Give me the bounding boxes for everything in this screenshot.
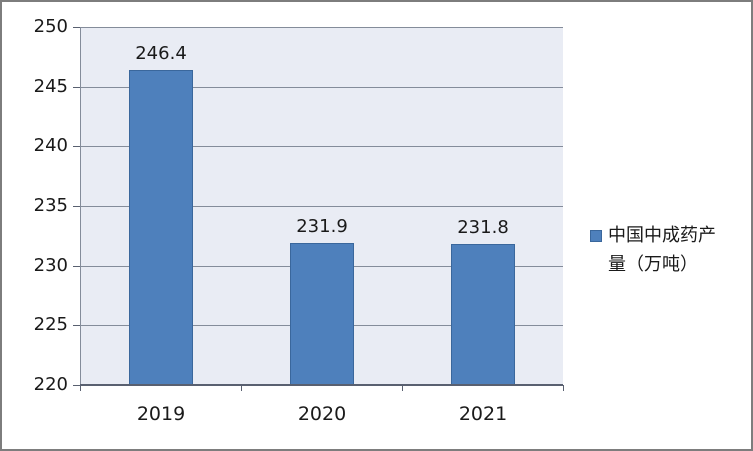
y-axis-tick — [73, 27, 80, 28]
legend-label-line1: 中国中成药产 — [608, 225, 716, 246]
x-axis-tick — [80, 385, 81, 391]
y-axis-tick — [73, 266, 80, 267]
bar-2021 — [451, 244, 515, 385]
bar-value-label: 231.8 — [457, 217, 509, 238]
legend-label: 中国中成药产 量（万吨） — [608, 221, 726, 279]
legend: 中国中成药产 量（万吨） — [590, 221, 726, 279]
bar-2020 — [290, 243, 354, 385]
y-axis-tick-label: 245 — [33, 76, 68, 97]
y-axis-tick-label: 240 — [33, 135, 68, 156]
x-axis-category-label: 2019 — [136, 403, 186, 425]
x-axis-line — [80, 384, 563, 386]
y-axis-tick-label: 225 — [33, 314, 68, 335]
y-axis-tick-label: 250 — [33, 16, 68, 37]
y-axis-tick-label: 220 — [33, 374, 68, 395]
bar-value-label: 231.9 — [296, 216, 348, 237]
x-axis-tick — [563, 385, 564, 391]
y-axis-line — [80, 27, 81, 385]
x-axis-category-label: 2021 — [458, 403, 508, 425]
gridline — [80, 146, 563, 147]
legend-series-marker-icon — [590, 230, 602, 242]
gridline — [80, 27, 563, 28]
gridline — [80, 206, 563, 207]
y-axis-tick — [73, 87, 80, 88]
y-axis-tick-label: 230 — [33, 255, 68, 276]
bar-value-label: 246.4 — [135, 43, 187, 64]
y-axis-tick — [73, 325, 80, 326]
x-axis-tick — [402, 385, 403, 391]
y-axis-tick-label: 235 — [33, 195, 68, 216]
gridline — [80, 87, 563, 88]
y-axis-tick — [73, 206, 80, 207]
x-axis-category-label: 2020 — [297, 403, 347, 425]
x-axis-tick — [241, 385, 242, 391]
bar-2019 — [129, 70, 193, 385]
legend-label-line2: 量（万吨） — [608, 254, 698, 275]
y-axis-tick — [73, 146, 80, 147]
y-axis-tick — [73, 385, 80, 386]
